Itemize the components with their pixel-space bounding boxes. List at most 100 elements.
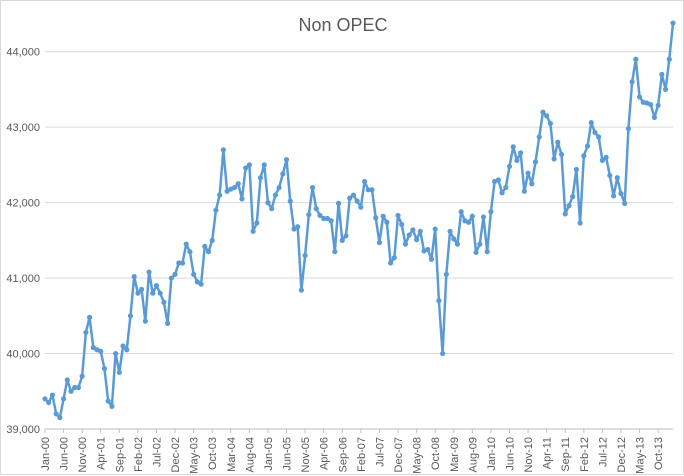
data-point	[387, 260, 394, 266]
data-point	[666, 56, 672, 62]
data-point	[499, 190, 505, 196]
data-point	[57, 415, 63, 421]
series-non-opec	[42, 20, 676, 421]
data-point	[417, 228, 423, 234]
x-tick-label: Jan-05	[263, 437, 275, 471]
y-tick-label: 42,000	[6, 198, 40, 210]
data-point	[98, 348, 104, 354]
data-point	[610, 193, 617, 199]
gridlines	[45, 51, 673, 430]
data-point	[369, 187, 375, 193]
data-point	[127, 313, 134, 319]
x-tick-label: Jul-07	[374, 437, 386, 467]
data-point	[131, 273, 137, 280]
data-point	[86, 314, 93, 320]
data-point	[161, 299, 167, 305]
data-point	[532, 159, 539, 165]
series-line	[44, 22, 675, 419]
data-point	[194, 279, 200, 285]
data-point	[309, 184, 316, 191]
data-point	[231, 184, 238, 191]
data-point	[276, 184, 282, 191]
data-point	[113, 350, 119, 357]
data-point	[347, 195, 353, 201]
x-tick-label: Nov-05	[300, 437, 312, 472]
x-axis-tick-labels: Jan-00 Jun-00 Nov-00 Apr-01 Sep-01 Feb-02 Jul-…	[40, 437, 665, 474]
x-tick-label: Aug-09	[467, 437, 479, 472]
y-tick-label: 39,000	[6, 424, 40, 436]
data-point	[428, 256, 435, 262]
x-tick-label: May-03	[189, 437, 201, 474]
data-point	[547, 120, 553, 127]
data-point	[46, 399, 52, 406]
data-point	[655, 102, 661, 108]
x-tick-label: Nov-10	[523, 437, 535, 472]
chart-title: Non OPEC	[298, 15, 387, 35]
data-point	[596, 134, 602, 140]
data-point	[384, 219, 390, 225]
data-point	[79, 373, 85, 379]
data-point	[495, 177, 501, 183]
data-point	[339, 237, 345, 243]
data-point	[209, 237, 215, 243]
data-point	[135, 290, 141, 296]
data-point	[503, 184, 509, 191]
data-point	[454, 241, 461, 247]
data-point	[566, 203, 572, 209]
data-point	[618, 190, 624, 197]
data-point	[599, 157, 605, 163]
data-point	[651, 114, 658, 120]
data-point	[295, 224, 301, 230]
y-tick-label: 40,000	[6, 349, 40, 361]
data-point	[477, 241, 483, 247]
y-tick-label: 44,000	[6, 47, 40, 59]
data-point	[484, 249, 490, 255]
data-point	[480, 214, 487, 220]
x-tick-label: Oct-03	[207, 437, 219, 470]
data-point	[150, 290, 156, 296]
data-point	[313, 206, 319, 212]
data-point	[142, 318, 148, 324]
data-point	[269, 206, 275, 212]
data-point	[68, 388, 74, 394]
data-point	[577, 220, 583, 226]
data-point	[648, 101, 654, 108]
data-point	[570, 194, 576, 200]
data-point	[629, 79, 635, 85]
x-tick-label: Feb-12	[579, 437, 591, 472]
data-point	[265, 200, 271, 206]
data-point	[272, 192, 278, 198]
data-point	[146, 269, 152, 275]
data-point	[592, 129, 598, 136]
data-point	[413, 237, 420, 243]
data-point	[283, 157, 290, 163]
data-point	[187, 249, 193, 255]
y-tick-label: 41,000	[6, 273, 40, 285]
data-point	[373, 215, 379, 221]
data-point	[514, 157, 520, 163]
data-point	[607, 172, 613, 179]
data-point	[205, 249, 212, 255]
data-point	[469, 213, 475, 219]
data-point	[42, 396, 48, 402]
data-point	[521, 188, 527, 194]
x-tick-label: Mar-09	[449, 437, 461, 472]
x-tick-label: May-13	[635, 437, 647, 474]
x-tick-label: Oct-13	[653, 437, 665, 470]
data-point	[399, 221, 405, 228]
data-point	[291, 226, 297, 232]
data-point	[447, 228, 453, 234]
data-point	[183, 241, 189, 247]
data-point	[298, 287, 305, 293]
x-tick-label: Aug-04	[244, 437, 256, 472]
data-point	[458, 209, 464, 215]
data-point	[165, 320, 171, 326]
data-point	[105, 398, 111, 404]
data-point	[335, 200, 342, 206]
data-point	[239, 196, 245, 202]
data-point	[365, 187, 371, 193]
data-point	[633, 56, 639, 62]
x-tick-label: Nov-00	[77, 437, 89, 472]
